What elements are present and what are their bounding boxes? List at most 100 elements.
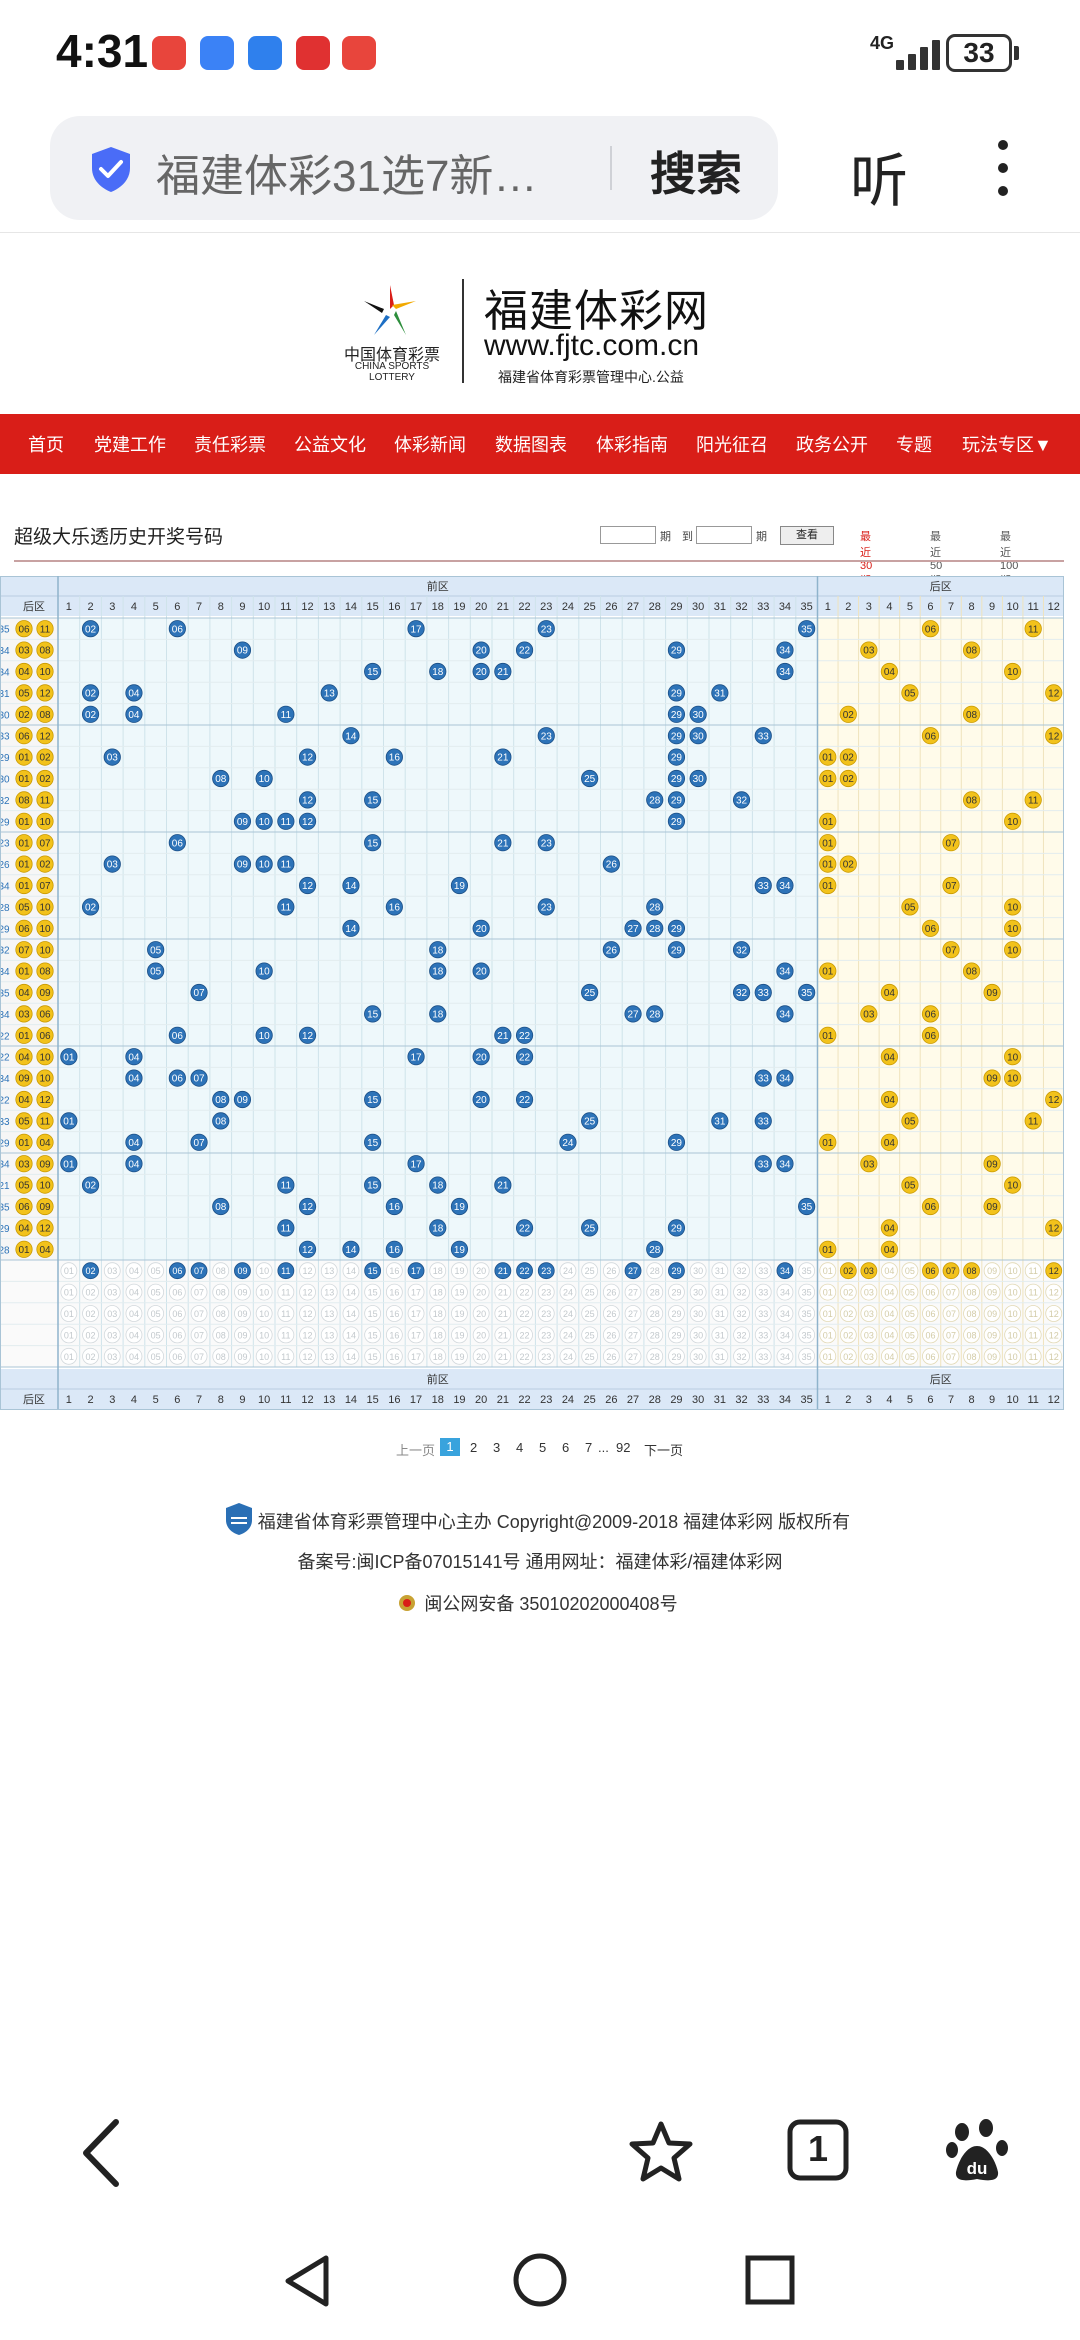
selectable-back-ball[interactable] [983, 1305, 1001, 1322]
selectable-front-ball[interactable] [190, 1283, 208, 1301]
selectable-back-ball[interactable] [1045, 1326, 1063, 1344]
selectable-front-ball-active[interactable] [190, 1262, 208, 1280]
selectable-front-ball[interactable] [668, 1347, 685, 1365]
selectable-front-ball[interactable] [624, 1283, 642, 1301]
selectable-back-ball-active[interactable] [942, 1262, 960, 1280]
selectable-front-ball[interactable] [385, 1262, 403, 1280]
page-7[interactable]: 7 [585, 1440, 593, 1455]
selectable-back-ball[interactable] [819, 1305, 837, 1322]
selectable-front-ball[interactable] [342, 1305, 360, 1322]
selectable-front-ball[interactable] [342, 1262, 360, 1280]
selectable-front-ball[interactable] [733, 1326, 750, 1344]
selectable-front-ball[interactable] [299, 1283, 316, 1301]
selectable-back-ball[interactable] [922, 1326, 939, 1344]
selectable-front-ball[interactable] [364, 1326, 382, 1344]
selectable-front-ball[interactable] [82, 1326, 99, 1344]
selectable-front-ball[interactable] [190, 1326, 208, 1344]
start-period-input[interactable] [600, 526, 656, 544]
selectable-back-ball[interactable] [819, 1283, 837, 1301]
selectable-front-ball[interactable] [234, 1283, 251, 1301]
selectable-front-ball[interactable] [342, 1283, 360, 1301]
page-6[interactable]: 6 [562, 1440, 570, 1455]
selectable-front-ball[interactable] [125, 1326, 143, 1344]
selectable-front-ball[interactable] [429, 1347, 447, 1365]
selectable-front-ball[interactable] [689, 1262, 707, 1280]
selectable-front-ball[interactable] [711, 1347, 729, 1365]
back-icon[interactable] [78, 2118, 124, 2188]
tabs-icon[interactable] [786, 2118, 850, 2182]
selectable-front-ball[interactable] [212, 1305, 230, 1322]
selectable-front-ball[interactable] [451, 1262, 468, 1280]
selectable-front-ball[interactable] [277, 1347, 295, 1365]
selectable-back-ball[interactable] [942, 1326, 960, 1344]
selectable-front-ball[interactable] [60, 1283, 78, 1301]
selectable-front-ball-active[interactable] [776, 1262, 794, 1280]
selectable-front-ball-active[interactable] [234, 1262, 251, 1280]
selectable-front-ball[interactable] [581, 1326, 599, 1344]
selectable-back-ball-active[interactable] [839, 1262, 857, 1280]
page-5[interactable]: 5 [539, 1440, 547, 1455]
selectable-front-ball[interactable] [624, 1305, 642, 1322]
page-1[interactable]: 1 [440, 1438, 460, 1456]
nav-charity[interactable]: 公益文化 [294, 435, 366, 455]
selectable-front-ball[interactable] [320, 1262, 338, 1280]
selectable-front-ball[interactable] [494, 1326, 512, 1344]
selectable-front-ball[interactable] [733, 1283, 750, 1301]
selectable-front-ball[interactable] [689, 1305, 707, 1322]
baidu-paw-icon[interactable]: du [946, 2118, 1008, 2184]
nav-affairs[interactable]: 政务公开 [796, 435, 868, 455]
selectable-back-ball[interactable] [860, 1326, 878, 1344]
selectable-back-ball[interactable] [1004, 1347, 1022, 1365]
selectable-front-ball[interactable] [82, 1347, 99, 1365]
selectable-front-ball[interactable] [82, 1283, 99, 1301]
selectable-back-ball[interactable] [1024, 1326, 1042, 1344]
selectable-front-ball[interactable] [277, 1326, 295, 1344]
selectable-front-ball[interactable] [646, 1262, 664, 1280]
selectable-front-ball[interactable] [559, 1283, 577, 1301]
selectable-front-ball[interactable] [451, 1326, 468, 1344]
selectable-front-ball[interactable] [472, 1283, 490, 1301]
selectable-front-ball[interactable] [516, 1326, 533, 1344]
selectable-front-ball-active[interactable] [168, 1262, 186, 1280]
selectable-back-ball[interactable] [1004, 1305, 1022, 1322]
selectable-front-ball[interactable] [602, 1283, 620, 1301]
selectable-front-ball[interactable] [125, 1305, 143, 1322]
selectable-back-ball-active[interactable] [860, 1262, 878, 1280]
selectable-front-ball[interactable] [646, 1283, 664, 1301]
next-page-link[interactable]: 下一页 [644, 1443, 684, 1458]
selectable-back-ball[interactable] [983, 1262, 1001, 1280]
selectable-back-ball[interactable] [1045, 1305, 1063, 1322]
selectable-front-ball[interactable] [624, 1347, 642, 1365]
selectable-front-ball[interactable] [212, 1326, 230, 1344]
selectable-back-ball-active[interactable] [1045, 1262, 1063, 1280]
selectable-front-ball[interactable] [754, 1305, 772, 1322]
selectable-front-ball[interactable] [798, 1262, 816, 1280]
selectable-front-ball[interactable] [472, 1262, 490, 1280]
selectable-front-ball[interactable] [646, 1326, 664, 1344]
selectable-front-ball[interactable] [689, 1347, 707, 1365]
selectable-front-ball[interactable] [516, 1347, 533, 1365]
selectable-front-ball[interactable] [602, 1262, 620, 1280]
selectable-front-ball[interactable] [190, 1305, 208, 1322]
selectable-back-ball[interactable] [942, 1305, 960, 1322]
nav-games[interactable]: 玩法专区▼ [962, 435, 1052, 455]
selectable-front-ball[interactable] [364, 1347, 382, 1365]
selectable-front-ball[interactable] [385, 1347, 403, 1365]
selectable-back-ball[interactable] [839, 1347, 857, 1365]
selectable-front-ball[interactable] [429, 1262, 447, 1280]
selectable-front-ball-active[interactable] [82, 1262, 99, 1280]
selectable-front-ball[interactable] [711, 1262, 729, 1280]
selectable-front-ball[interactable] [602, 1305, 620, 1322]
selectable-front-ball[interactable] [234, 1326, 251, 1344]
selectable-back-ball[interactable] [901, 1326, 919, 1344]
selectable-back-ball[interactable] [1024, 1305, 1042, 1322]
selectable-front-ball[interactable] [60, 1326, 78, 1344]
selectable-front-ball[interactable] [342, 1347, 360, 1365]
selectable-front-ball[interactable] [255, 1347, 273, 1365]
selectable-front-ball[interactable] [212, 1347, 230, 1365]
selectable-front-ball[interactable] [711, 1326, 729, 1344]
selectable-front-ball[interactable] [168, 1283, 186, 1301]
selectable-back-ball[interactable] [860, 1283, 878, 1301]
selectable-front-ball[interactable] [147, 1305, 165, 1322]
selectable-front-ball[interactable] [516, 1283, 533, 1301]
